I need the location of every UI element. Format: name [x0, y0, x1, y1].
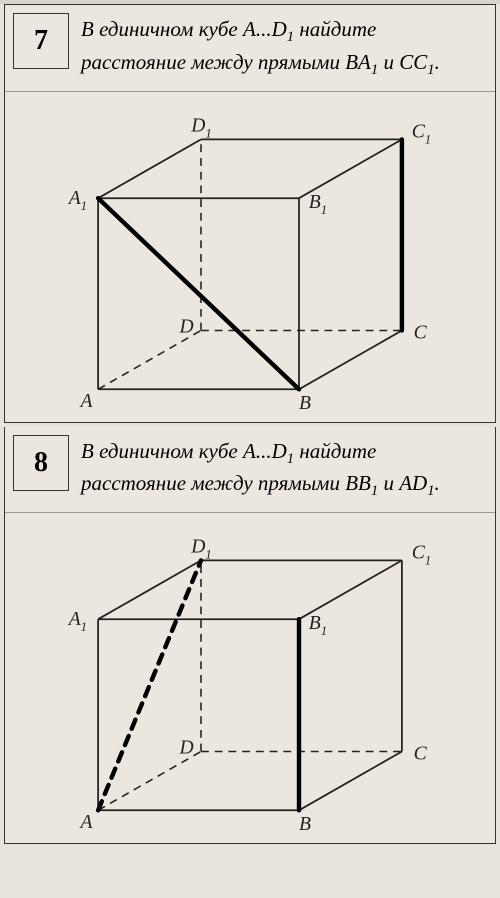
- svg-text:A1: A1: [67, 188, 87, 213]
- svg-text:C1: C1: [412, 121, 431, 146]
- text-var: AD: [399, 471, 427, 495]
- svg-text:B: B: [299, 814, 311, 835]
- cube-7-svg: A B C D A1 B1 C1 D1: [5, 92, 495, 422]
- cube-8-svg: A B C D A1 B1 C1 D1: [5, 513, 495, 843]
- problem-8: 8 В единичном кубе A...D1 найдите рассто…: [4, 427, 496, 845]
- text-var: A: [243, 439, 256, 463]
- text-seg: В единичном кубе: [81, 17, 243, 41]
- svg-text:B: B: [299, 392, 311, 413]
- text-seg: ...: [256, 439, 272, 463]
- svg-text:A: A: [78, 812, 93, 833]
- problem-7-header: 7 В единичном кубе A...D1 найдите рассто…: [5, 5, 495, 92]
- problem-8-text: В единичном кубе A...D1 найдите расстоян…: [81, 427, 495, 513]
- svg-text:C1: C1: [412, 543, 431, 568]
- problem-7: 7 В единичном кубе A...D1 найдите рассто…: [4, 4, 496, 423]
- text-seg: .: [435, 471, 440, 495]
- problem-7-number: 7: [13, 13, 69, 69]
- problem-8-header: 8 В единичном кубе A...D1 найдите рассто…: [5, 427, 495, 514]
- text-sub: 1: [287, 451, 294, 467]
- problem-8-number: 8: [13, 435, 69, 491]
- text-seg: и: [378, 50, 399, 74]
- problem-8-figure: A B C D A1 B1 C1 D1: [5, 513, 495, 843]
- text-sub: 1: [427, 62, 434, 78]
- text-seg: и: [378, 471, 399, 495]
- text-var: D: [272, 17, 287, 41]
- text-var: D: [272, 439, 287, 463]
- text-sub: 1: [287, 29, 294, 45]
- svg-text:C: C: [414, 322, 428, 343]
- svg-text:B1: B1: [309, 613, 327, 638]
- text-var: A: [243, 17, 256, 41]
- svg-text:D: D: [178, 316, 193, 337]
- problem-7-figure: A B C D A1 B1 C1 D1: [5, 92, 495, 422]
- text-seg: .: [435, 50, 440, 74]
- problem-7-text: В единичном кубе A...D1 найдите расстоян…: [81, 5, 495, 91]
- svg-text:D1: D1: [190, 115, 212, 140]
- text-seg: ...: [256, 17, 272, 41]
- svg-text:D1: D1: [190, 537, 212, 562]
- text-var: CC: [399, 50, 427, 74]
- text-sub: 1: [427, 483, 434, 499]
- svg-text:A1: A1: [67, 609, 87, 634]
- svg-text:B1: B1: [309, 192, 327, 217]
- page-container: 7 В единичном кубе A...D1 найдите рассто…: [0, 4, 500, 898]
- text-var: BB: [345, 471, 371, 495]
- svg-text:C: C: [414, 743, 428, 764]
- svg-text:D: D: [178, 738, 193, 759]
- text-seg: В единичном кубе: [81, 439, 243, 463]
- text-var: BA: [345, 50, 371, 74]
- svg-text:A: A: [78, 390, 93, 411]
